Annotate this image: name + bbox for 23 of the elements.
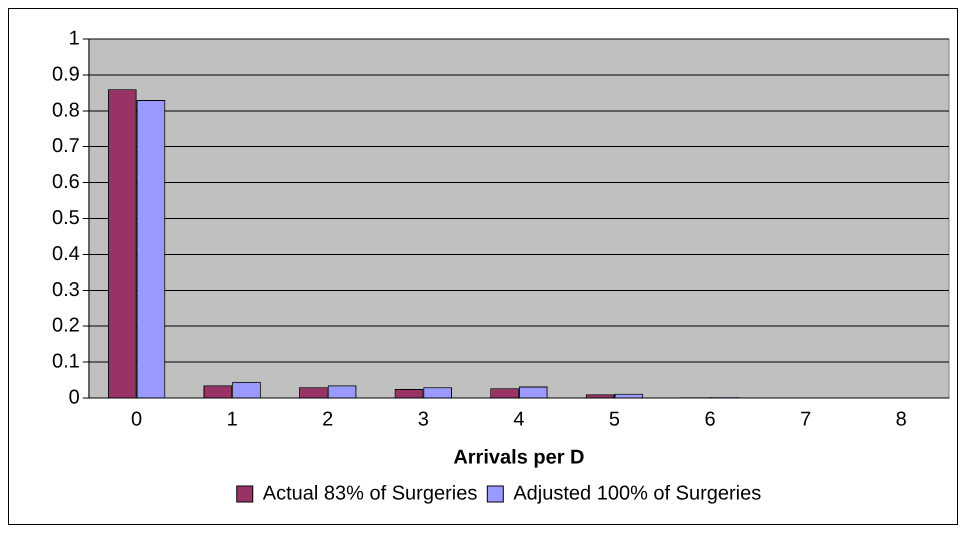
- y-tick-label: 0.2: [52, 314, 80, 337]
- y-tick-label: 0: [68, 386, 80, 409]
- legend-label: Adjusted 100% of Surgeries: [513, 482, 762, 505]
- y-tick-label: 0.8: [52, 99, 80, 122]
- y-tick-label: 0.4: [52, 242, 80, 265]
- x-axis-title: Arrivals per D: [453, 446, 584, 469]
- x-tick-label: 3: [418, 408, 429, 431]
- x-tick-label: 4: [513, 408, 524, 431]
- y-tick-label: 0.6: [52, 171, 80, 194]
- legend-label: Actual 83% of Surgeries: [262, 482, 478, 505]
- x-tick-label: 1: [226, 408, 238, 431]
- x-tick-label: 6: [704, 408, 716, 431]
- x-tick-label: 7: [800, 408, 812, 431]
- x-tick-label: 8: [896, 408, 907, 431]
- y-tick-label: 0.3: [52, 278, 80, 301]
- x-tick-label: 0: [131, 408, 142, 431]
- y-tick-label: 0.9: [52, 63, 80, 86]
- x-tick-label: 5: [608, 408, 620, 431]
- y-tick-label: 0.1: [52, 350, 80, 373]
- y-tick-label: 1: [68, 28, 80, 50]
- y-tick-label: 0.5: [52, 207, 80, 230]
- x-tick-label: 2: [322, 408, 334, 431]
- y-tick-label: 0.7: [52, 135, 80, 158]
